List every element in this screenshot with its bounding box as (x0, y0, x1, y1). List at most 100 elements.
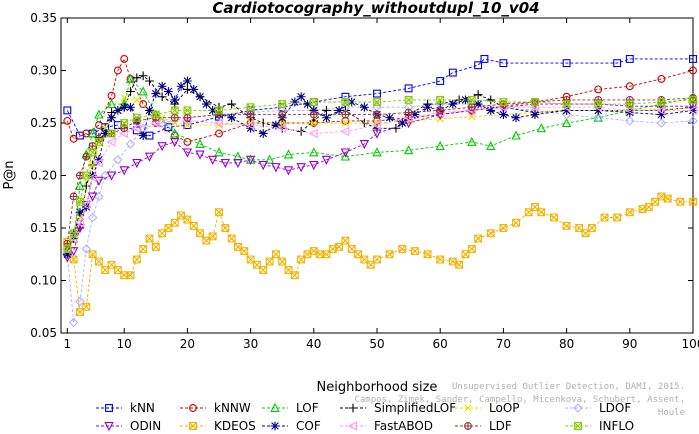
legend-marker-fastabod (347, 421, 357, 431)
data-point-odin (372, 129, 382, 139)
data-point-fastabod (371, 120, 381, 130)
y-tick-label: 0.25 (30, 116, 57, 130)
data-point-ldf (69, 192, 78, 201)
data-point-cof (138, 131, 148, 140)
legend-item-loop: LoOP (455, 401, 520, 415)
data-point-kdeos (271, 250, 280, 259)
data-point-kdeos (69, 255, 78, 264)
legend-label-odin: ODIN (130, 419, 161, 433)
data-point-cof (176, 81, 186, 91)
data-point-lof (536, 123, 547, 133)
data-point-lof (283, 149, 294, 159)
data-point-cof (113, 106, 123, 115)
x-tick-label: 20 (180, 337, 195, 351)
data-point-odin (119, 166, 129, 176)
data-point-lof (94, 109, 104, 119)
legend-item-ldf: LDF (455, 419, 512, 433)
data-point-kdeos (322, 250, 331, 259)
data-point-ldof (113, 154, 123, 165)
data-point-fastabod (340, 126, 350, 137)
data-point-kdeos (689, 197, 697, 206)
y-tick-label: 0.05 (30, 326, 57, 340)
data-point-kdeos (227, 234, 236, 243)
data-point-kdeos (651, 197, 660, 206)
y-tick-label: 0.15 (30, 221, 57, 235)
data-point-odin (245, 155, 256, 165)
y-tick-label: 0.20 (30, 169, 57, 183)
data-point-lof (87, 128, 98, 138)
data-point-cof (347, 97, 357, 107)
data-point-inflo (278, 100, 287, 109)
chart-title: Cardiotocography_withoutdupl_10_v04 (212, 0, 539, 17)
watermark: Unsupervised Outlier Detection, DAMI, 20… (345, 381, 685, 420)
data-point-inflo (246, 103, 255, 112)
legend: kNN kNNW LOF SimplifiedLOF LoOP LDOF ODIN KDEOS… (96, 401, 634, 433)
data-point-kdeos (177, 211, 186, 220)
data-point-fastabod (93, 158, 103, 168)
data-point-odin (233, 158, 243, 169)
data-point-knn (448, 68, 457, 77)
data-point-cof (201, 99, 211, 109)
data-point-cof (195, 92, 205, 102)
data-point-fastabod (245, 120, 255, 130)
data-point-kdeos (676, 197, 685, 206)
data-point-knn (436, 77, 445, 85)
y-axis-label: P@n (2, 160, 17, 189)
data-point-odin (296, 163, 306, 173)
series-line-cof (66, 80, 694, 255)
data-point-ldof (68, 317, 79, 328)
data-point-inflo (499, 98, 508, 106)
data-point-cof (410, 110, 420, 119)
data-point-cof (511, 113, 521, 123)
data-point-inflo (63, 245, 72, 253)
plot-frame (60, 17, 694, 334)
data-point-kdeos (436, 255, 445, 264)
data-point-kdeos (366, 260, 375, 269)
legend-item-odin: ODIN (96, 419, 161, 433)
data-point-inflo (657, 98, 666, 106)
data-point-cof (303, 99, 312, 109)
data-point-lof (309, 147, 319, 157)
data-point-knnw (107, 91, 116, 100)
data-point-kdeos (278, 257, 287, 266)
data-point-odin (359, 140, 370, 150)
data-point-inflo (170, 106, 179, 115)
data-point-kdeos (600, 213, 609, 222)
x-tick-label: 70 (496, 337, 511, 351)
data-point-kdeos (240, 247, 249, 256)
data-point-fastabod (131, 123, 141, 133)
data-point-kdeos (486, 229, 495, 238)
data-point-odin (182, 148, 193, 158)
data-point-odin (283, 166, 294, 176)
data-point-knnw (63, 116, 72, 125)
data-point-ldf (467, 103, 476, 112)
data-point-knn (625, 54, 634, 63)
series-layer (62, 54, 698, 328)
data-point-kdeos (126, 271, 135, 280)
data-point-kdeos (164, 224, 173, 232)
data-point-kdeos (284, 266, 293, 274)
data-point-knn (613, 59, 622, 68)
data-point-kdeos (347, 245, 356, 253)
data-point-cof (151, 89, 161, 98)
data-point-cof (100, 129, 110, 138)
data-point-inflo (531, 98, 539, 106)
data-point-simplifiedlof (138, 71, 148, 81)
series-kdeos (63, 192, 697, 316)
watermark-line-1: Unsupervised Outlier Detection, DAMI, 20… (452, 382, 685, 392)
data-point-lof (75, 180, 85, 190)
data-point-ldf (594, 95, 603, 104)
data-point-fastabod (74, 218, 84, 228)
data-point-cof (385, 113, 395, 123)
data-point-cof (119, 102, 129, 112)
data-point-cof (75, 207, 85, 217)
data-point-lof (435, 140, 445, 151)
data-point-knnw (113, 66, 122, 75)
data-point-ldof (625, 116, 635, 126)
data-point-kdeos (354, 250, 362, 259)
legend-label-knnw: kNNW (214, 401, 251, 415)
data-point-kdeos (234, 242, 242, 251)
data-point-fastabod (656, 105, 666, 116)
legend-marker-lof (270, 402, 280, 412)
data-point-kdeos (132, 255, 141, 264)
